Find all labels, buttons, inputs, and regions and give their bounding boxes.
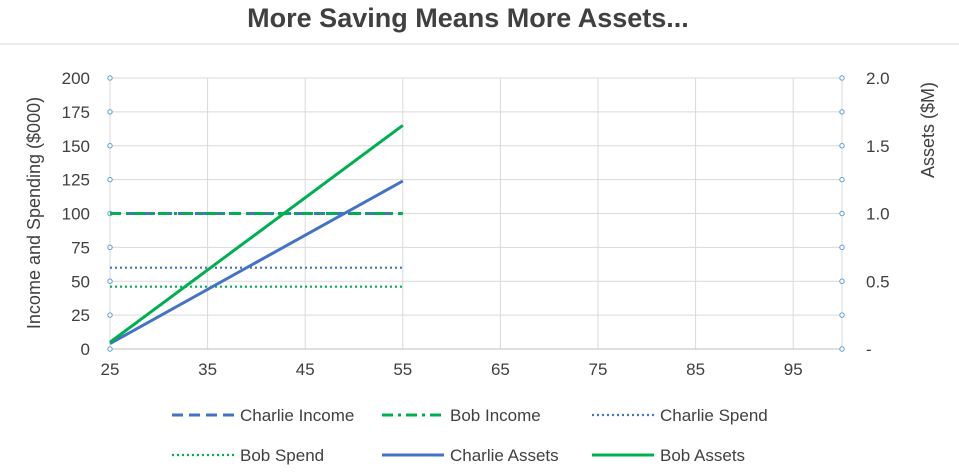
y-axis-marker <box>107 244 113 251</box>
y2-axis-marker <box>839 109 845 115</box>
x-tick-label: 95 <box>784 360 803 379</box>
y2-tick-label: 1.0 <box>866 205 890 224</box>
series-bob-assets <box>109 124 404 344</box>
y2-axis-title: Assets ($M) <box>918 82 938 178</box>
chart-title: More Saving Means More Assets... <box>247 3 689 33</box>
y-axis-marker <box>107 278 113 284</box>
y-tick-label: 125 <box>62 171 90 190</box>
legend-label-charlie-assets: Charlie Assets <box>450 446 559 465</box>
y-tick-label: 200 <box>62 69 90 88</box>
y-axis-marker <box>107 75 113 81</box>
y-axis-marker <box>107 109 113 115</box>
y2-axis-marker <box>839 75 845 81</box>
legend-label-bob-assets: Bob Assets <box>660 446 745 465</box>
y2-tick-label: 2.0 <box>866 69 890 88</box>
y-axis-marker <box>107 312 113 318</box>
legend: Charlie Income Bob Income Charlie Spend Bob… <box>172 406 768 465</box>
y2-tick-label: 0.5 <box>866 272 890 291</box>
y2-tick-label: 1.5 <box>866 137 890 156</box>
y2-axis-marker <box>839 278 845 284</box>
y2-axis-marker <box>839 176 845 183</box>
series-group <box>109 124 404 345</box>
legend-label-bob-spend: Bob Spend <box>240 446 324 465</box>
gridlines <box>110 77 842 349</box>
x-tick-label: 75 <box>589 360 608 379</box>
y-axis-title: Income and Spending ($000) <box>24 97 44 329</box>
x-tick-label: 25 <box>101 360 120 379</box>
y-axis-marker <box>107 176 113 183</box>
legend-label-charlie-income: Charlie Income <box>240 406 354 425</box>
x-tick-label: 35 <box>198 360 217 379</box>
x-tick-label: 55 <box>393 360 412 379</box>
y-tick-label: 100 <box>62 205 90 224</box>
y2-axis-marker <box>839 244 845 251</box>
y2-tick-label: - <box>866 340 872 359</box>
y2-axis-marker <box>839 346 845 352</box>
x-tick-label: 45 <box>296 360 315 379</box>
legend-label-bob-income: Bob Income <box>450 406 541 425</box>
y-axis-marker <box>107 143 113 149</box>
legend-label-charlie-spend: Charlie Spend <box>660 406 768 425</box>
y2-axis-marker <box>839 210 845 217</box>
y-tick-label: 175 <box>62 103 90 122</box>
x-tick-label: 85 <box>686 360 705 379</box>
y-tick-label: 150 <box>62 137 90 156</box>
y-tick-label: 25 <box>71 306 90 325</box>
y-tick-label: 0 <box>81 340 90 359</box>
y-tick-label: 75 <box>71 238 90 257</box>
x-tick-label: 65 <box>491 360 510 379</box>
series-charlie-assets <box>109 179 404 345</box>
y-axis-marker <box>107 346 113 352</box>
y2-axis-marker <box>839 143 845 149</box>
y2-axis-marker <box>839 312 845 318</box>
tick-labels: 0 25 50 75 100 125 150 175 200 25 35 45 55 65 75 85 95 - 0… <box>62 69 890 379</box>
y-tick-label: 50 <box>71 272 90 291</box>
